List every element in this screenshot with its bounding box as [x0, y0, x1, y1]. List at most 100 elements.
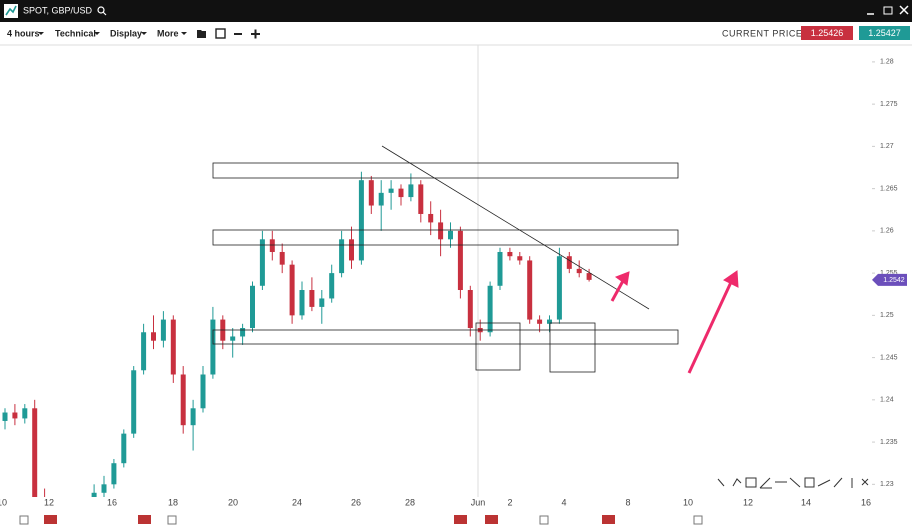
x-tick-label: 16	[107, 497, 117, 507]
candle-body	[408, 184, 414, 198]
caret	[38, 32, 44, 35]
app-logo-mark	[5, 5, 17, 16]
x-tick-label: 20	[228, 497, 238, 507]
current-price-label: CURRENT PRICE:	[722, 28, 805, 38]
event-icon[interactable]	[539, 515, 549, 525]
candle-body	[428, 213, 434, 223]
caret	[94, 32, 100, 35]
y-tick-label: 1.245	[880, 354, 898, 361]
y-tick-label: 1.26	[880, 228, 894, 235]
event-icon[interactable]	[693, 515, 703, 525]
flag-icon[interactable]	[454, 515, 467, 524]
tool-line[interactable]	[833, 477, 843, 488]
candle-body	[62, 508, 67, 514]
highlight-box[interactable]	[475, 322, 521, 371]
title-bar	[0, 0, 912, 22]
display-menu[interactable]: Display	[110, 28, 142, 38]
arrow-large[interactable]	[687, 279, 734, 374]
candle-body	[170, 319, 176, 375]
candle-body	[141, 332, 147, 371]
technical-menu[interactable]: Technical	[55, 28, 96, 38]
candle-body	[200, 374, 206, 409]
save-icon[interactable]	[215, 28, 226, 39]
tool-rect[interactable]	[804, 477, 815, 488]
tool-pointer[interactable]	[717, 478, 725, 487]
x-tick-label: 10	[683, 497, 693, 507]
arrow-small-head	[614, 271, 630, 286]
flag-icon[interactable]	[44, 515, 57, 524]
x-tick-label: 12	[743, 497, 753, 507]
caret	[181, 32, 187, 35]
open-icon[interactable]	[197, 30, 206, 38]
flag-icon[interactable]	[485, 515, 498, 524]
tool-clear[interactable]	[861, 478, 869, 486]
y-tick-label: 1.27	[880, 143, 894, 150]
event-icon[interactable]	[19, 515, 29, 525]
candles	[2, 171, 592, 514]
tool-angle[interactable]	[759, 477, 772, 489]
flag-icon[interactable]	[138, 515, 151, 524]
x-tick-label: 16	[861, 497, 871, 507]
resistance-zone[interactable]	[212, 162, 679, 179]
tool-fib[interactable]	[745, 477, 757, 488]
candle-body	[448, 230, 453, 240]
ask-box[interactable]	[859, 26, 910, 40]
timeframe-menu[interactable]: 4 hours	[7, 28, 40, 38]
ask-price: 1.25427	[868, 28, 901, 38]
tool-ray[interactable]	[789, 477, 801, 488]
support-zone[interactable]	[212, 329, 679, 345]
y-tick-label: 1.28	[880, 59, 894, 66]
candle-body	[556, 256, 562, 320]
candle-body	[250, 285, 255, 329]
candle-body	[388, 188, 394, 193]
event-icon[interactable]	[167, 515, 177, 525]
more-menu[interactable]: More	[157, 28, 179, 38]
toolbar	[0, 22, 912, 45]
popout-button[interactable]	[883, 6, 893, 15]
candle-body	[299, 290, 305, 316]
x-tick-label: 10	[0, 497, 7, 507]
candle-body	[22, 408, 28, 419]
candle-body	[497, 251, 503, 286]
candle-body	[101, 484, 107, 493]
arrow-small[interactable]	[610, 278, 626, 302]
search-icon-handle	[102, 11, 107, 16]
candle-body	[111, 463, 117, 485]
tool-curve[interactable]	[732, 478, 742, 487]
close-button[interactable]	[899, 5, 909, 15]
search-icon[interactable]	[97, 6, 105, 14]
event-icons	[19, 515, 703, 525]
zoom-in-icon[interactable]	[251, 29, 260, 39]
y-tick-label: 1.25	[880, 312, 894, 319]
candle-body	[368, 180, 374, 206]
y-tick-label: 1.275	[880, 101, 898, 108]
resistance-zone[interactable]	[212, 229, 679, 246]
candle-body	[91, 492, 97, 497]
flag-icon[interactable]	[602, 515, 615, 524]
y-tick-label: 1.255	[880, 270, 898, 277]
y-tick-label: 1.24	[880, 397, 894, 404]
candle-body	[131, 370, 137, 434]
last-price-tag	[872, 273, 907, 286]
candle-body	[319, 298, 325, 307]
candle-body	[240, 328, 246, 337]
window-title: SPOT, GBP/USD	[23, 5, 93, 15]
candle-body	[289, 264, 295, 316]
x-tick-label: 8	[625, 497, 630, 507]
y-tick-label: 1.235	[880, 439, 898, 446]
candle-body	[151, 332, 156, 341]
trend-line[interactable]	[381, 145, 650, 310]
candle-body	[339, 239, 345, 274]
bid-box[interactable]	[801, 26, 853, 40]
candle-body	[487, 285, 493, 333]
candle-body	[210, 319, 216, 375]
caret	[141, 32, 147, 35]
candle-body	[190, 408, 196, 426]
candle-body	[12, 412, 18, 419]
candle-body	[32, 408, 38, 497]
tool-channel[interactable]	[817, 479, 831, 487]
highlight-box[interactable]	[549, 322, 596, 373]
candle-body	[259, 239, 265, 286]
candle-body	[527, 260, 533, 320]
